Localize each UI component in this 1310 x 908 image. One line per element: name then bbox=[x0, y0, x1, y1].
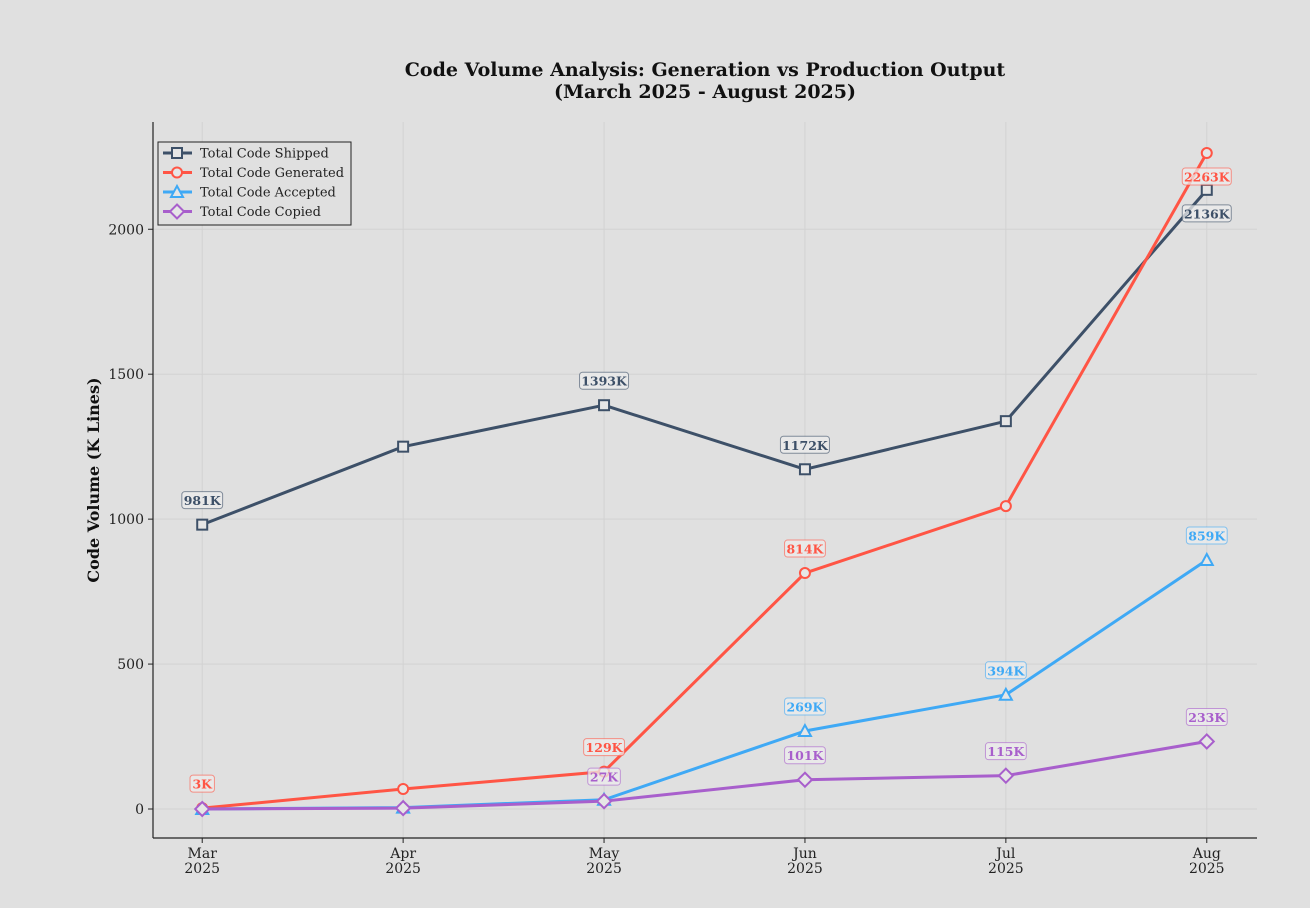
data-point-total-code-generated bbox=[397, 783, 410, 796]
data-point-total-code-copied bbox=[1198, 733, 1216, 750]
data-label: 814K bbox=[786, 542, 824, 557]
legend-marker-total-code-copied bbox=[168, 203, 186, 220]
data-label-box bbox=[784, 697, 826, 716]
data-point-total-code-generated bbox=[1200, 147, 1213, 160]
data-point-total-code-accepted bbox=[1199, 551, 1215, 567]
data-label: 269K bbox=[786, 700, 824, 715]
data-point-total-code-shipped bbox=[999, 415, 1012, 428]
data-label-box bbox=[1185, 526, 1228, 545]
series-line-total-code-shipped bbox=[201, 188, 1208, 527]
data-label-box bbox=[784, 746, 826, 765]
x-tick-label: 2025 bbox=[1189, 861, 1225, 877]
x-tick-label: 2025 bbox=[184, 861, 220, 877]
x-tick-label: 2025 bbox=[385, 861, 421, 877]
x-tick-label: 2025 bbox=[988, 861, 1024, 877]
x-tick-label: 2025 bbox=[787, 861, 823, 877]
chart-title: Code Volume Analysis: Generation vs Prod… bbox=[405, 59, 1006, 81]
data-label-box bbox=[1181, 167, 1232, 186]
data-label: 1172K bbox=[782, 438, 829, 453]
series-line-total-code-copied bbox=[202, 739, 1208, 811]
y-axis-label: Code Volume (K Lines) bbox=[84, 377, 103, 582]
data-point-total-code-copied bbox=[193, 800, 211, 818]
data-point-total-code-shipped bbox=[1200, 183, 1213, 196]
data-point-total-code-generated bbox=[999, 500, 1012, 513]
data-label: 27K bbox=[590, 770, 619, 785]
data-point-total-code-copied bbox=[997, 767, 1015, 785]
data-point-total-code-generated bbox=[798, 567, 811, 580]
data-label-box bbox=[189, 774, 215, 793]
series-line-total-code-generated bbox=[202, 152, 1209, 810]
series-line-total-code-accepted bbox=[202, 558, 1208, 811]
legend-marker-total-code-generated bbox=[171, 166, 183, 179]
data-label: 129K bbox=[586, 740, 624, 755]
data-label-box bbox=[583, 738, 625, 757]
data-label-box bbox=[1185, 707, 1228, 726]
data-label: 101K bbox=[786, 748, 824, 763]
data-label: 115K bbox=[987, 744, 1025, 759]
x-tick-label: Jun bbox=[791, 846, 817, 862]
x-tick-label: 2025 bbox=[586, 861, 622, 877]
data-label-box bbox=[779, 435, 830, 454]
data-label: 233K bbox=[1188, 710, 1226, 725]
data-point-total-code-shipped bbox=[598, 399, 611, 412]
data-label: 2136K bbox=[1184, 206, 1231, 221]
data-label-box bbox=[587, 767, 621, 786]
legend-label: Total Code Accepted bbox=[200, 186, 336, 201]
data-label-box bbox=[984, 661, 1027, 680]
y-tick-label: 1500 bbox=[108, 367, 144, 383]
x-tick-label: May bbox=[589, 846, 620, 862]
data-point-total-code-accepted bbox=[797, 722, 813, 738]
legend-label: Total Code Shipped bbox=[200, 147, 329, 162]
data-label: 1393K bbox=[581, 374, 628, 389]
data-label-box bbox=[181, 491, 224, 510]
data-label: 2263K bbox=[1184, 170, 1231, 185]
y-tick-label: 500 bbox=[117, 657, 144, 673]
data-point-total-code-copied bbox=[394, 799, 412, 817]
y-tick-label: 2000 bbox=[108, 222, 144, 238]
data-label-box bbox=[784, 539, 826, 558]
data-label: 981K bbox=[184, 493, 222, 508]
legend-label: Total Code Generated bbox=[200, 166, 344, 181]
legend-marker-total-code-accepted bbox=[169, 183, 185, 198]
data-point-total-code-copied bbox=[796, 771, 814, 789]
legend-label: Total Code Copied bbox=[200, 205, 321, 220]
legend-marker-total-code-shipped bbox=[171, 147, 183, 159]
data-label: 394K bbox=[987, 663, 1025, 678]
y-tick-label: 1000 bbox=[108, 512, 144, 528]
y-tick-label: 0 bbox=[135, 802, 144, 818]
x-tick-label: Apr bbox=[389, 846, 416, 862]
data-label-box bbox=[579, 371, 630, 390]
data-label: 859K bbox=[1188, 529, 1226, 544]
data-label-box bbox=[984, 742, 1027, 761]
data-point-total-code-accepted bbox=[998, 686, 1014, 701]
data-point-total-code-shipped bbox=[397, 440, 410, 453]
data-label-box bbox=[1181, 204, 1232, 223]
chart-subtitle: (March 2025 - August 2025) bbox=[554, 81, 856, 103]
data-point-total-code-copied bbox=[595, 792, 613, 810]
data-label: 3K bbox=[192, 777, 213, 792]
x-tick-label: Aug bbox=[1192, 846, 1221, 862]
x-tick-label: Mar bbox=[188, 846, 218, 862]
x-tick-label: Jul bbox=[994, 846, 1016, 862]
data-point-total-code-shipped bbox=[196, 518, 209, 531]
data-point-total-code-shipped bbox=[798, 463, 811, 476]
